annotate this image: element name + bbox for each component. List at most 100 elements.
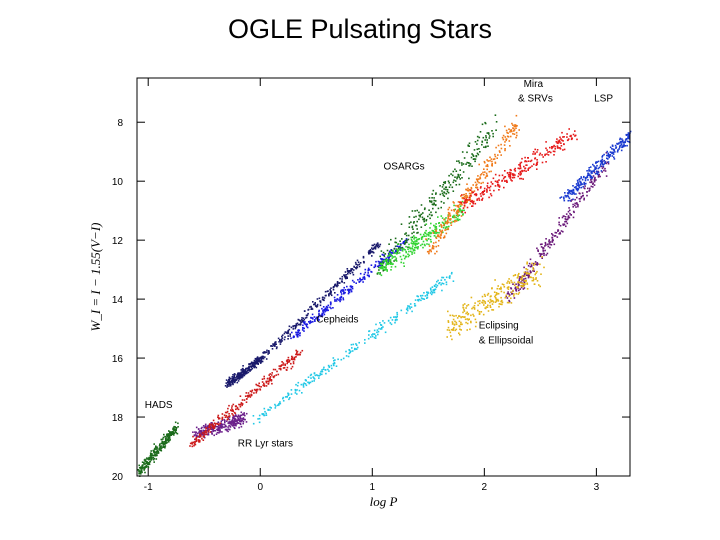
data-point [144, 460, 147, 462]
data-point [226, 383, 229, 386]
data-point [211, 422, 213, 424]
data-point [153, 454, 155, 457]
data-point [256, 384, 259, 387]
y-tick-label: 14 [112, 295, 124, 306]
data-point [628, 136, 631, 138]
data-point [604, 167, 606, 170]
data-point [227, 426, 229, 428]
data-point [494, 295, 496, 298]
data-point [565, 213, 568, 215]
data-point [262, 351, 264, 354]
data-point [145, 462, 148, 464]
data-point [313, 378, 316, 380]
data-point [428, 252, 430, 255]
data-point [371, 244, 374, 247]
data-point [486, 175, 489, 177]
data-point [395, 257, 398, 260]
data-point [515, 127, 517, 129]
data-point [534, 148, 536, 151]
data-point [232, 403, 235, 406]
slide-title: OGLE Pulsating Stars [227, 14, 493, 44]
data-point [449, 331, 452, 334]
data-point [433, 197, 435, 199]
data-point [375, 244, 377, 247]
data-point [317, 315, 320, 318]
data-point [396, 245, 398, 247]
data-point [545, 254, 548, 256]
data-point [142, 467, 144, 470]
data-point [237, 418, 239, 420]
data-point [456, 204, 459, 207]
data-point [322, 309, 324, 312]
data-point [309, 320, 312, 322]
data-point [418, 298, 421, 301]
data-point [553, 235, 556, 237]
data-point [291, 365, 294, 368]
data-point [301, 320, 304, 322]
data-point [416, 240, 418, 243]
data-point [509, 175, 511, 177]
data-point [415, 243, 417, 245]
data-point [382, 258, 385, 261]
data-point [503, 286, 506, 288]
data-point [234, 414, 237, 416]
data-point [172, 428, 174, 430]
data-point [339, 300, 341, 303]
data-point [466, 183, 468, 185]
data-point [594, 168, 596, 170]
data-point [564, 192, 566, 194]
data-point [512, 127, 514, 129]
data-point [162, 445, 165, 447]
data-point [405, 308, 408, 311]
data-point [495, 121, 498, 123]
data-point [302, 317, 305, 320]
data-point [618, 148, 620, 150]
data-point [280, 340, 282, 342]
data-point [256, 359, 259, 361]
data-point [261, 357, 263, 360]
data-point [438, 232, 440, 234]
data-point [342, 298, 345, 301]
data-point [380, 257, 382, 260]
data-point [282, 400, 285, 402]
data-point [348, 271, 350, 273]
data-point [363, 261, 365, 264]
data-point [319, 374, 322, 376]
data-point [476, 148, 479, 151]
data-point [478, 302, 481, 305]
data-point [266, 351, 268, 353]
data-point [441, 186, 444, 188]
data-point [486, 132, 489, 134]
data-point [514, 167, 516, 170]
data-point [588, 169, 590, 171]
data-point [221, 431, 223, 433]
data-point [358, 341, 360, 344]
data-point [460, 329, 462, 331]
data-point [330, 291, 332, 293]
data-point [220, 425, 223, 428]
data-point [232, 383, 234, 386]
data-point [511, 281, 513, 284]
data-point [295, 323, 298, 326]
data-point [497, 184, 500, 186]
data-point [241, 403, 244, 405]
data-point [208, 426, 210, 428]
data-point [287, 356, 290, 359]
data-point [263, 375, 265, 378]
data-point [464, 318, 467, 321]
data-point [595, 162, 597, 164]
data-point [370, 264, 373, 266]
data-point [456, 210, 458, 213]
data-point [337, 284, 339, 287]
data-point [616, 143, 619, 145]
data-point [303, 327, 305, 330]
data-point [471, 307, 473, 310]
data-point [166, 441, 168, 444]
data-point [586, 170, 588, 172]
data-point [505, 139, 507, 142]
data-point [472, 155, 475, 157]
data-point [392, 250, 394, 252]
data-point [566, 133, 568, 135]
data-point [451, 215, 454, 218]
data-point [325, 305, 328, 308]
